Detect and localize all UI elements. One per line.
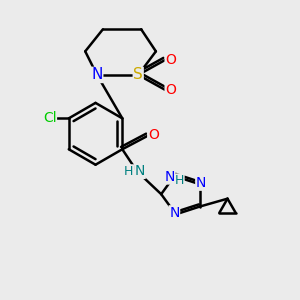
Text: Cl: Cl (43, 111, 56, 125)
Text: H: H (175, 174, 184, 187)
Text: O: O (148, 128, 159, 142)
Text: N: N (169, 206, 180, 220)
Text: O: O (165, 53, 176, 67)
Text: N: N (164, 170, 175, 184)
Text: N: N (91, 68, 103, 82)
Text: O: O (165, 82, 176, 97)
Text: H: H (124, 165, 134, 178)
Text: S: S (133, 68, 143, 82)
Text: N: N (196, 176, 206, 190)
Text: N: N (135, 164, 145, 178)
